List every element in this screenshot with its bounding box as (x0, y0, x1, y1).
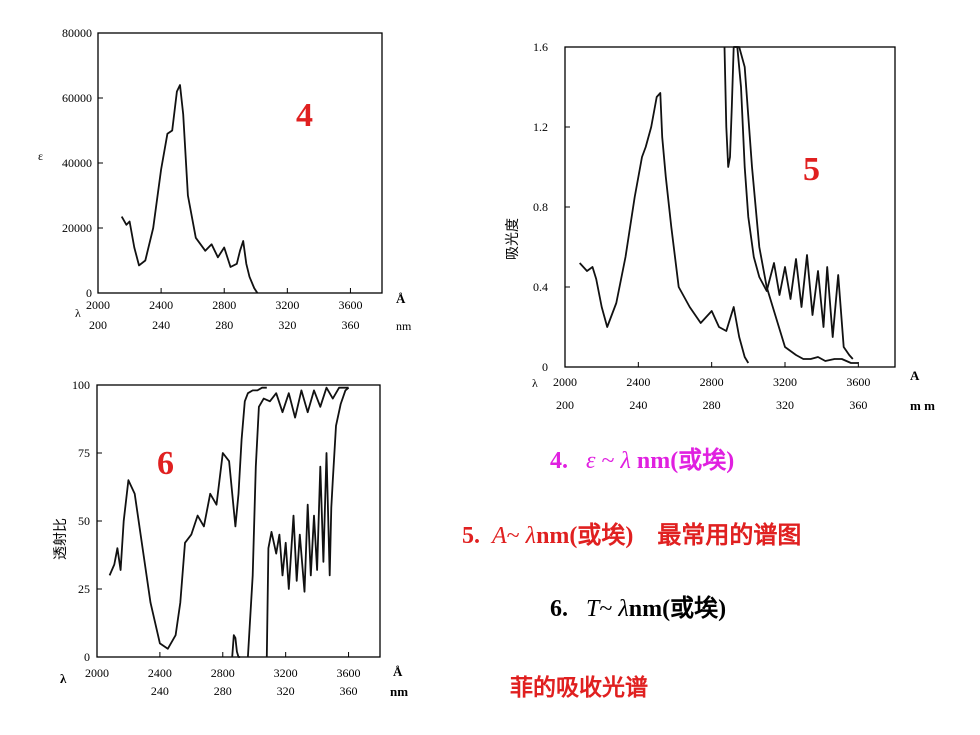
x-tick-label-nm: 240 (151, 684, 169, 698)
x-tick-label-nm: 280 (214, 684, 232, 698)
x-tick-label-angstrom: 2000 (86, 298, 110, 312)
x-tick-label-angstrom: 2400 (149, 298, 173, 312)
caption-4-symbol: ε (586, 448, 596, 474)
caption-4-lambda: λ (620, 448, 631, 474)
series-line-1 (120, 84, 259, 294)
chart-panel-6: 6 透射比 λ Å nm 100 75 50 25 0 2000 2400 2800 3200 3… (53, 378, 408, 699)
x-unit-nm-5: m m (910, 398, 935, 413)
caption-6-prefix: 6. (550, 596, 568, 622)
x-tick-label-angstrom: 3600 (846, 375, 870, 389)
y-tick-label: 0.8 (533, 200, 548, 214)
x-tick-label-angstrom: 3200 (274, 666, 298, 680)
y-tick-label: 0 (84, 650, 90, 664)
x-tick-label-angstrom: 2800 (212, 298, 236, 312)
caption-5: 5. A~ λnm(或埃) 最常用的谱图 (462, 515, 801, 550)
x-tick-label-nm: 320 (776, 398, 794, 412)
caption-5-text: nm(或埃) (536, 523, 634, 549)
x-tick-label-angstrom: 3200 (275, 298, 299, 312)
caption-4-tilde: ~ (601, 448, 615, 474)
y-tick-label: 40000 (62, 156, 92, 170)
x-tick-label-nm: 280 (703, 398, 721, 412)
x-unit-nm-4: nm (396, 319, 412, 333)
x-tick-label-angstrom: 2000 (85, 666, 109, 680)
caption-6-symbol: T (586, 596, 600, 622)
series-line-3 (247, 386, 349, 658)
x-tick-label-angstrom: 2400 (148, 666, 172, 680)
x-tick-label-nm: 360 (849, 398, 867, 412)
y-axis-label-6: 透射比 (53, 518, 69, 560)
x-tick-label-angstrom: 3600 (338, 298, 362, 312)
x-tick-label-nm: 200 (89, 318, 107, 332)
y-tick-label: 1.2 (533, 120, 548, 134)
series-line-2 (723, 46, 859, 364)
plot-area-6 (108, 386, 350, 658)
y-tick-label: 1.6 (533, 40, 548, 54)
caption-4-text: nm(或埃) (636, 448, 735, 474)
x-tick-label-angstrom: 3200 (773, 375, 797, 389)
caption-4-prefix: 4. (550, 448, 568, 474)
x-unit-angstrom-4: Å (396, 291, 406, 306)
footer-caption: 菲的吸收光谱 (510, 675, 648, 701)
caption-5-note: 最常用的谱图 (657, 521, 802, 549)
x-axis-symbol-4: λ (75, 306, 81, 320)
x-tick-label-angstrom: 2400 (626, 375, 650, 389)
series-line-3 (733, 46, 854, 360)
x-tick-label-nm: 200 (556, 398, 574, 412)
x-unit-nm-6: nm (390, 684, 408, 699)
x-tick-label-angstrom: 2000 (553, 375, 577, 389)
series-line-4 (265, 387, 350, 658)
y-tick-label: 60000 (62, 91, 92, 105)
caption-6-lambda: λ (618, 596, 629, 622)
y-tick-label: 20000 (62, 221, 92, 235)
caption-5-prefix: 5. (462, 523, 480, 549)
x-tick-label-nm: 320 (277, 684, 295, 698)
y-tick-label: 0 (542, 360, 548, 374)
caption-6-tilde: ~ (599, 596, 613, 622)
caption-6-text: nm(或埃) (628, 596, 727, 622)
caption-5-lambda: λ (525, 523, 537, 549)
x-tick-label-nm: 320 (278, 318, 296, 332)
x-tick-label-angstrom: 2800 (700, 375, 724, 389)
x-tick-label-nm: 360 (340, 684, 358, 698)
caption-4: 4. ε ~ λ nm(或埃) (550, 440, 734, 475)
y-tick-label: 100 (72, 378, 90, 392)
y-tick-label: 50 (78, 514, 90, 528)
x-unit-angstrom-6: Å (393, 664, 403, 679)
series-line-1 (108, 386, 267, 650)
series-line-1 (579, 92, 750, 364)
caption-5-symbol: A (492, 523, 507, 549)
y-axis-label-4: ε (38, 149, 43, 163)
caption-5-tilde: ~ (506, 523, 520, 549)
caption-6: 6. T~ λnm(或埃) (550, 588, 726, 623)
panel-number-4: 4 (296, 97, 313, 134)
plot-area-5 (579, 46, 859, 364)
x-axis-symbol-5: λ (532, 376, 538, 390)
chart-panel-5: 5 吸光度 λ A m m 1.6 1.2 0.8 0.4 0 2000 2400 2800 3… (505, 40, 935, 413)
x-tick-label-nm: 280 (215, 318, 233, 332)
y-axis-label-5: 吸光度 (505, 218, 521, 260)
y-tick-label: 75 (78, 446, 90, 460)
panel-number-6: 6 (157, 445, 174, 482)
x-tick-label-nm: 240 (152, 318, 170, 332)
x-unit-angstrom-5: A (910, 368, 920, 383)
plot-area-4 (120, 84, 259, 294)
x-tick-label-angstrom: 3600 (337, 666, 361, 680)
y-tick-label: 0.4 (533, 280, 548, 294)
x-tick-label-nm: 240 (629, 398, 647, 412)
y-tick-label: 80000 (62, 26, 92, 40)
y-tick-label: 0 (86, 286, 92, 300)
x-tick-label-nm: 360 (341, 318, 359, 332)
series-line-2 (231, 634, 241, 658)
y-tick-label: 25 (78, 582, 90, 596)
x-axis-symbol-6: λ (60, 671, 67, 686)
panel-number-5: 5 (803, 151, 820, 188)
x-tick-label-angstrom: 2800 (211, 666, 235, 680)
